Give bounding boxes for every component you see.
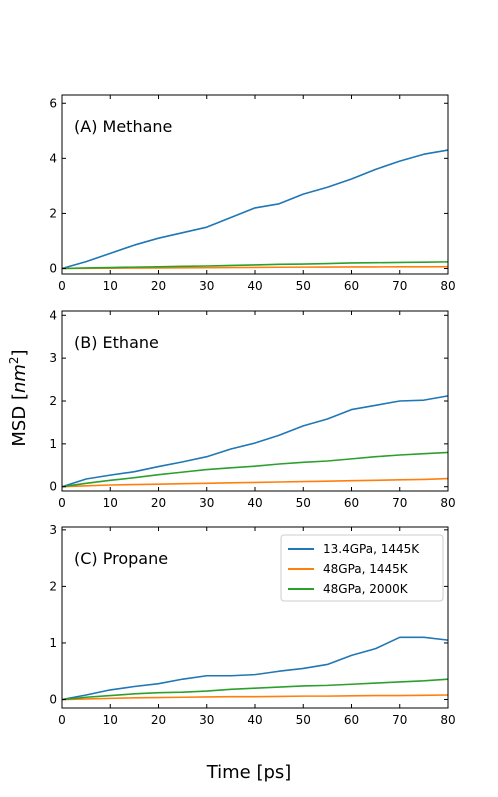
x-tick-label-ethane: 80 bbox=[440, 496, 455, 510]
x-tick-label-methane: 40 bbox=[247, 279, 262, 293]
x-tick-label-ethane: 70 bbox=[392, 496, 407, 510]
x-tick-label-methane: 50 bbox=[296, 279, 311, 293]
series-line-ethane-1 bbox=[61, 477, 449, 488]
series-line-propane-0 bbox=[61, 636, 449, 701]
x-tick-label-propane: 0 bbox=[58, 713, 66, 727]
y-tick-label-ethane: 0 bbox=[49, 480, 57, 494]
y-tick-label-propane: 0 bbox=[49, 693, 57, 707]
x-tick-label-ethane: 10 bbox=[103, 496, 118, 510]
y-tick-label-ethane: 2 bbox=[49, 394, 57, 408]
x-tick-label-ethane: 50 bbox=[296, 496, 311, 510]
series-line-methane-1 bbox=[61, 265, 449, 270]
series-line-propane-1 bbox=[61, 694, 449, 701]
x-tick-label-propane: 20 bbox=[151, 713, 166, 727]
panel-title-ethane: (B) Ethane bbox=[74, 333, 159, 352]
y-tick-label-ethane: 3 bbox=[49, 351, 57, 365]
x-tick-label-propane: 60 bbox=[344, 713, 359, 727]
x-tick-label-propane: 40 bbox=[247, 713, 262, 727]
legend-label-2: 48GPa, 2000K bbox=[323, 582, 409, 596]
panel-title-propane: (C) Propane bbox=[74, 549, 168, 568]
y-tick-label-ethane: 4 bbox=[49, 308, 57, 322]
series-line-methane-2 bbox=[61, 261, 449, 270]
y-tick-label-methane: 6 bbox=[49, 96, 57, 110]
x-tick-label-ethane: 30 bbox=[199, 496, 214, 510]
x-tick-label-ethane: 0 bbox=[58, 496, 66, 510]
x-tick-label-methane: 20 bbox=[151, 279, 166, 293]
x-tick-label-methane: 30 bbox=[199, 279, 214, 293]
x-tick-label-propane: 80 bbox=[440, 713, 455, 727]
x-tick-label-propane: 50 bbox=[296, 713, 311, 727]
x-tick-label-methane: 80 bbox=[440, 279, 455, 293]
legend-frame bbox=[280, 534, 444, 602]
panel-title-methane: (A) Methane bbox=[74, 117, 172, 136]
x-tick-label-methane: 10 bbox=[103, 279, 118, 293]
legend-label-1: 48GPa, 1445K bbox=[323, 562, 409, 576]
panel-methane: 0 10 20 30 40 50 60 70 80 0 2 4 6 (A) Methane bbox=[49, 94, 456, 293]
y-tick-label-propane: 3 bbox=[49, 523, 57, 537]
x-tick-label-propane: 10 bbox=[103, 713, 118, 727]
y-axis-label: MSD [nm2] bbox=[7, 349, 30, 446]
panel-propane: 0 10 20 30 40 50 60 70 80 0 1 2 3 (C) Propane bbox=[49, 523, 455, 727]
legend: 13.4GPa, 1445K 48GPa, 1445K 48GPa, 2000K bbox=[280, 534, 444, 602]
series-line-ethane-2 bbox=[61, 451, 449, 488]
x-tick-label-ethane: 40 bbox=[247, 496, 262, 510]
series-line-methane-0 bbox=[61, 149, 449, 270]
x-tick-label-ethane: 20 bbox=[151, 496, 166, 510]
series-line-propane-2 bbox=[61, 678, 449, 701]
panel-ethane: 0 10 20 30 40 50 60 70 80 0 1 2 3 4 (B) Ethane bbox=[49, 308, 455, 510]
y-tick-label-methane: 2 bbox=[49, 206, 57, 220]
series-line-ethane-0 bbox=[61, 395, 449, 488]
x-tick-label-methane: 70 bbox=[392, 279, 407, 293]
y-tick-label-methane: 0 bbox=[49, 261, 57, 275]
x-tick-label-ethane: 60 bbox=[344, 496, 359, 510]
x-tick-label-methane: 60 bbox=[344, 279, 359, 293]
x-axis-label: Time [ps] bbox=[206, 762, 292, 783]
y-tick-label-methane: 4 bbox=[49, 151, 57, 165]
x-tick-label-propane: 30 bbox=[199, 713, 214, 727]
x-tick-label-methane: 0 bbox=[58, 279, 66, 293]
y-tick-label-ethane: 1 bbox=[49, 437, 57, 451]
y-tick-label-propane: 2 bbox=[49, 579, 57, 593]
legend-label-0: 13.4GPa, 1445K bbox=[323, 542, 420, 556]
y-tick-label-propane: 1 bbox=[49, 636, 57, 650]
x-tick-label-propane: 70 bbox=[392, 713, 407, 727]
